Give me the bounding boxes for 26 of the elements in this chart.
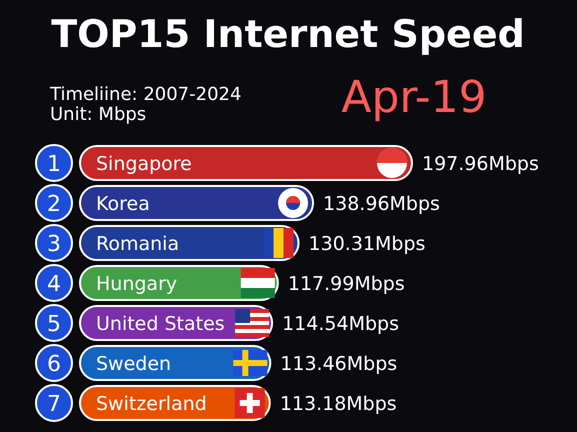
data-label: 113.46Mbps	[280, 353, 398, 375]
chart-subtitle: Apr-19	[341, 72, 487, 123]
text: 3	[47, 232, 61, 257]
data-label: 117.99Mbps	[288, 273, 405, 295]
y-tick-label: Romania	[96, 233, 180, 255]
text: 6	[47, 352, 61, 377]
text: Unit: Mbps	[50, 104, 146, 125]
y-tick-label: Switzerland	[96, 393, 207, 415]
text: 2	[47, 192, 61, 217]
data-label: 113.18Mbps	[280, 393, 397, 415]
y-tick-label: Singapore	[96, 153, 192, 175]
text: 5	[47, 312, 61, 337]
text: 1	[47, 152, 61, 177]
y-tick-label: Hungary	[96, 273, 178, 295]
y-tick-label: Korea	[96, 193, 150, 215]
text: 7	[47, 392, 61, 417]
y-tick-label: Sweden	[96, 353, 172, 375]
data-label: 138.96Mbps	[323, 193, 440, 215]
chart-title: TOP15 Internet Speed	[51, 12, 525, 56]
text: 4	[47, 272, 61, 297]
data-label: 130.31Mbps	[308, 233, 426, 255]
y-tick-label: United States	[96, 313, 225, 335]
text: Timeliine: 2007-2024	[49, 84, 242, 105]
bar	[79, 145, 413, 181]
data-label: 197.96Mbps	[422, 153, 539, 175]
data-label: 114.54Mbps	[282, 313, 399, 335]
